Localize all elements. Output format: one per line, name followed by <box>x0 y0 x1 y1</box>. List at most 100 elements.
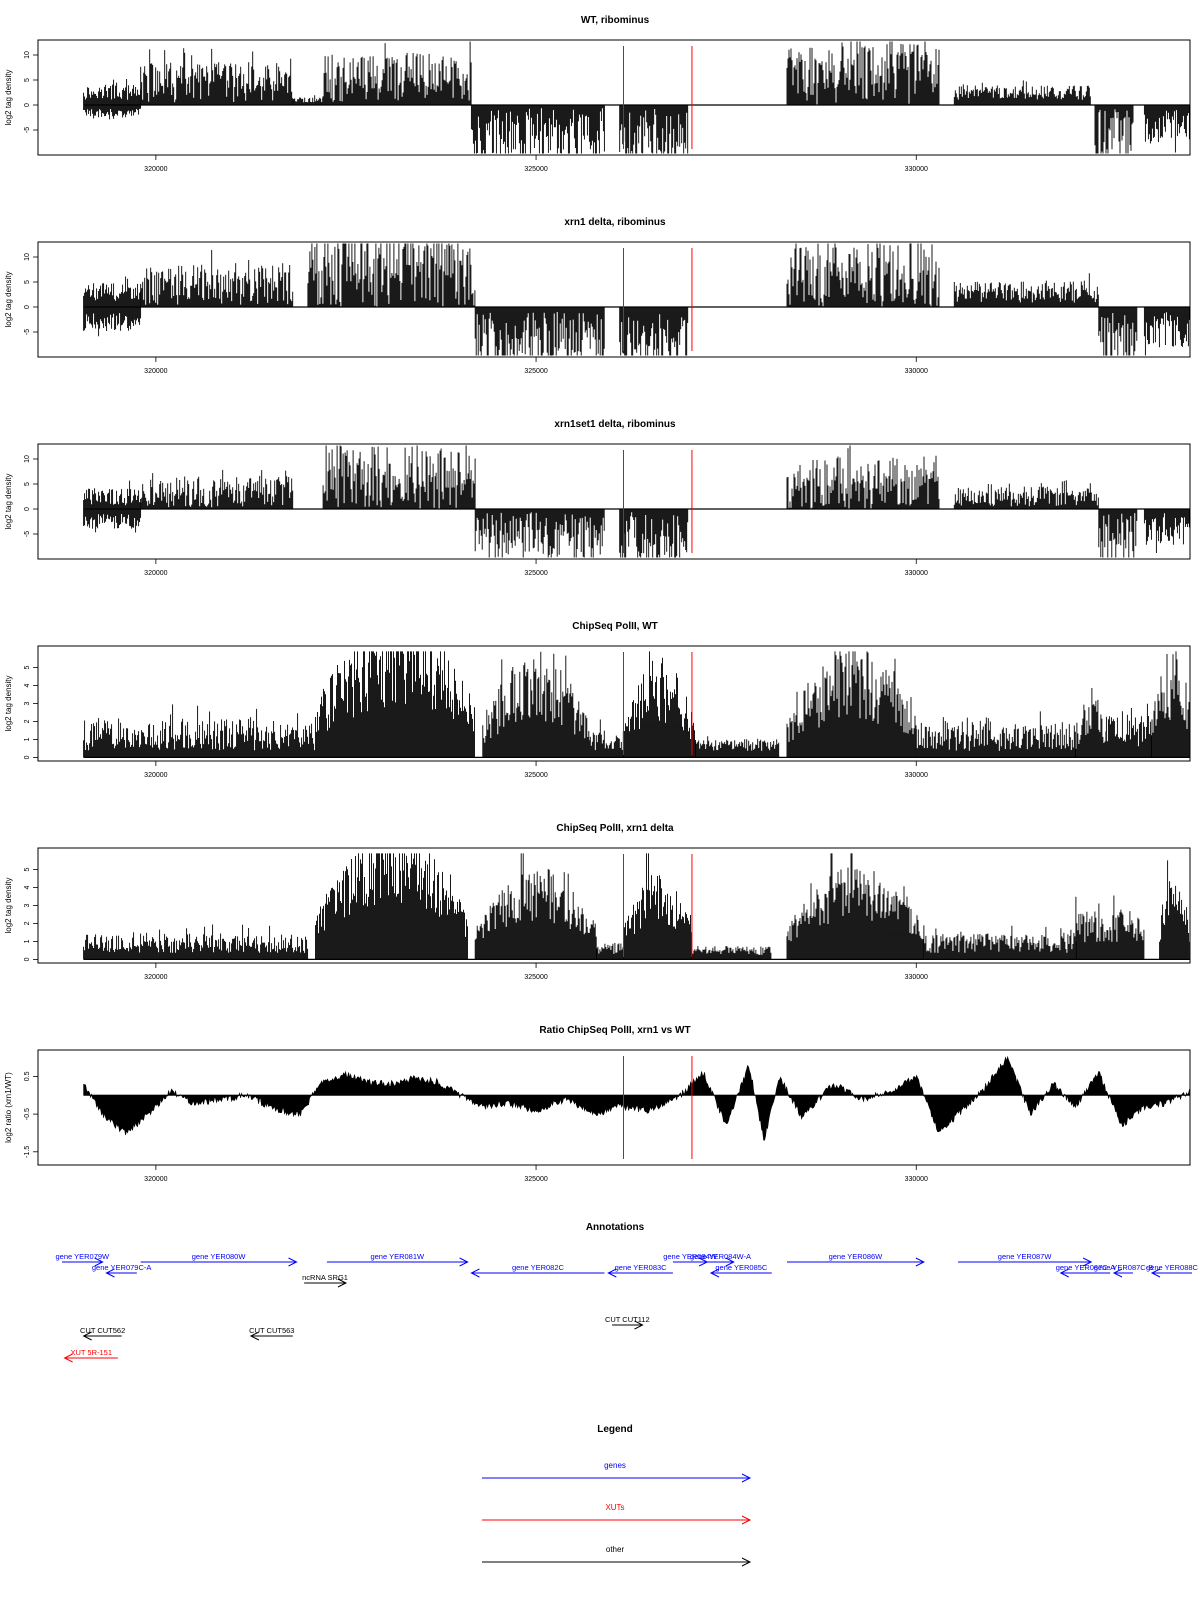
bar-group <box>923 925 1077 960</box>
feature-arrowhead <box>698 1257 709 1267</box>
bar-group <box>953 480 1099 509</box>
bar-group <box>474 509 605 558</box>
legend-label: genes <box>604 1461 626 1470</box>
annotation-feature: CUT CUT112 <box>605 1315 650 1330</box>
feature-label: gene YER082C <box>512 1263 565 1272</box>
legend-item-other: other <box>482 1545 752 1567</box>
feature-arrowhead <box>470 1268 480 1278</box>
data-marks <box>83 243 1190 356</box>
legend-items: genes XUTs other <box>482 1461 752 1567</box>
legend-item-XUTs: XUTs <box>482 1503 752 1525</box>
feature-label: gene YER086W <box>829 1252 884 1261</box>
bar-group <box>619 105 689 154</box>
y-tick-label: 0 <box>24 305 31 309</box>
feature-arrowhead <box>607 1268 617 1278</box>
annotation-feature: gene YER080W <box>140 1252 298 1267</box>
panel-title: xrn1 delta, ribominus <box>564 217 666 228</box>
y-tick-label: 10 <box>24 455 31 463</box>
bar-group <box>623 853 692 960</box>
y-axis: -1.5 -0.5 0.5 <box>24 1071 38 1158</box>
bar-group <box>474 853 597 960</box>
annotation-feature: gene YER088C <box>1146 1263 1199 1278</box>
feature-label: CUT CUT562 <box>80 1326 125 1335</box>
x-axis: 320000 325000 330000 <box>144 155 928 173</box>
plot-frame <box>37 1049 1191 1166</box>
bar-group <box>83 704 316 758</box>
bar-group <box>1098 307 1138 356</box>
feature-label: gene YER083C <box>615 1263 668 1272</box>
y-axis-label: log2 tag density <box>4 69 13 125</box>
bar-group <box>1143 105 1190 153</box>
feature-arrowhead <box>249 1331 260 1341</box>
y-tick-label: 3 <box>24 903 31 907</box>
x-axis: 320000 325000 330000 <box>144 963 928 981</box>
annotation-feature: XUT 5R-151 <box>63 1348 118 1363</box>
x-tick-label: 325000 <box>524 368 547 375</box>
y-tick-label: 5 <box>24 868 31 872</box>
y-tick-label: -5 <box>24 329 31 335</box>
bar-group <box>953 80 1091 105</box>
bar-group <box>1143 307 1190 356</box>
y-tick-label: 5 <box>24 78 31 82</box>
feature-arrowhead <box>1082 1257 1093 1267</box>
x-tick-label: 325000 <box>524 1176 547 1183</box>
bar-group <box>691 946 772 960</box>
bar-group <box>83 509 142 533</box>
legend-item-genes: genes <box>482 1461 752 1483</box>
y-tick-label: -5 <box>24 531 31 537</box>
legend-label: other <box>606 1545 625 1554</box>
plot-frame <box>37 39 1191 156</box>
legend-arrowhead <box>741 1557 752 1567</box>
x-tick-label: 330000 <box>905 1176 928 1183</box>
annotation-feature: gene YER087W <box>958 1252 1093 1267</box>
bar-group <box>1098 509 1138 558</box>
feature-arrowhead <box>63 1353 73 1363</box>
track-panel-4: ChipSeq PolII, WT log2 tag density 0 1 2 3 4 5 3… <box>4 621 1191 779</box>
y-tick-label: 10 <box>24 51 31 59</box>
x-tick-label: 320000 <box>144 974 167 981</box>
feature-arrowhead <box>915 1257 925 1267</box>
bar-group <box>315 853 468 960</box>
x-tick-label: 330000 <box>905 974 928 981</box>
y-axis: 0 1 2 3 4 5 <box>24 868 38 961</box>
y-tick-label: 1 <box>24 737 31 741</box>
bar-group <box>786 853 924 960</box>
annotation-feature: gene YER084W-A <box>690 1252 751 1267</box>
feature-label: XUT 5R-151 <box>70 1348 112 1357</box>
track-panel-5: ChipSeq PolII, xrn1 delta log2 tag densit… <box>4 823 1191 981</box>
annotation-feature: CUT CUT562 <box>80 1326 125 1341</box>
feature-label: gene YER080W <box>192 1252 247 1261</box>
feature-label: gene YER084W-A <box>690 1252 751 1261</box>
feature-label: gene YER079C-A <box>92 1263 151 1272</box>
y-axis-label: log2 tag density <box>4 473 13 529</box>
x-tick-label: 320000 <box>144 570 167 577</box>
panel-title: WT, ribominus <box>581 15 650 26</box>
bar-group <box>140 48 294 105</box>
feature-label: gene YER079W <box>55 1252 110 1261</box>
bar-group <box>1105 703 1152 758</box>
bar-group <box>140 250 294 307</box>
x-tick-label: 320000 <box>144 1176 167 1183</box>
track-panel-1: WT, ribominus log2 tag density -5 0 5 10 32000… <box>4 15 1191 173</box>
x-axis: 320000 325000 330000 <box>144 761 928 779</box>
feature-arrowhead <box>725 1257 735 1267</box>
data-marks <box>83 41 1190 154</box>
y-axis: 0 1 2 3 4 5 <box>24 666 38 759</box>
y-tick-label: 3 <box>24 701 31 705</box>
plot-frame <box>37 443 1191 560</box>
feature-arrowhead <box>82 1331 92 1341</box>
bar-group <box>140 469 294 509</box>
x-axis: 320000 325000 330000 <box>144 1165 928 1183</box>
y-tick-label: 0 <box>24 957 31 961</box>
feature-label: CUT CUT563 <box>249 1326 294 1335</box>
y-axis: -5 0 5 10 <box>24 455 38 537</box>
annotation-feature: gene YER081W <box>326 1252 469 1267</box>
x-tick-label: 325000 <box>524 166 547 173</box>
feature-label: gene YER085C <box>715 1263 768 1272</box>
y-axis-label: log2 tag density <box>4 675 13 731</box>
data-marks <box>83 1055 1191 1141</box>
bar-group <box>619 509 689 558</box>
bar-group <box>1094 105 1134 154</box>
